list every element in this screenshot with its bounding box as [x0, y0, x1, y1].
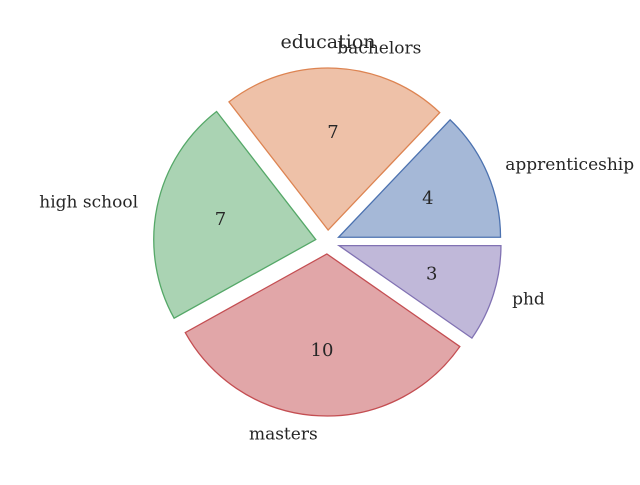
chart-title: education	[281, 31, 376, 53]
pie-slice-phd	[336, 244, 502, 340]
pie-slice-masters	[184, 253, 461, 417]
slice-label-apprenticeship: apprenticeship	[505, 155, 634, 175]
pie-slices	[153, 67, 502, 417]
pie-slice-bachelors	[228, 67, 441, 232]
slice-label-masters: masters	[249, 425, 318, 445]
pie-labels: apprenticeship 4 bachelors 7 high school 7 mas…	[39, 38, 634, 444]
slice-value-phd: 3	[426, 264, 437, 285]
slice-label-bachelors: bachelors	[337, 38, 421, 58]
slice-value-apprenticeship: 4	[422, 188, 433, 209]
slice-label-phd: phd	[512, 289, 545, 309]
pie-slice-apprenticeship	[337, 118, 502, 238]
slice-value-high-school: 7	[215, 209, 226, 230]
slice-value-bachelors: 7	[327, 122, 338, 143]
slice-label-high-school: high school	[39, 193, 138, 213]
pie-slice-high-school	[153, 110, 317, 320]
slice-value-masters: 10	[311, 340, 334, 361]
